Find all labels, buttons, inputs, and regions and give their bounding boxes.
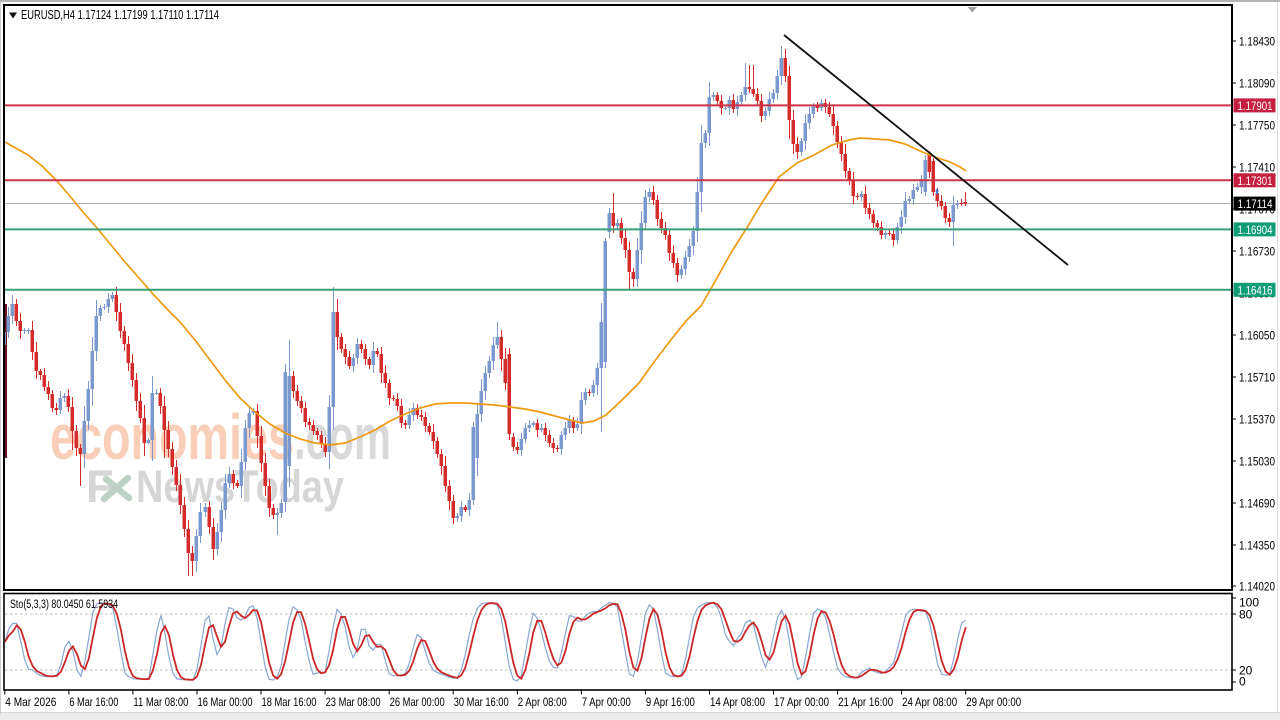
svg-text:1.17410: 1.17410 [1239,161,1275,175]
svg-text:1.14350: 1.14350 [1239,539,1275,553]
svg-text:1.14020: 1.14020 [1239,580,1275,594]
svg-text:6 Mar 16:00: 6 Mar 16:00 [69,695,118,709]
svg-text:17 Apr 00:00: 17 Apr 00:00 [774,695,829,709]
svg-text:0: 0 [1239,675,1246,689]
svg-text:1.16050: 1.16050 [1239,329,1275,343]
svg-text:1.17901: 1.17901 [1238,99,1273,113]
svg-text:EURUSD,H4 1.17124 1.17199 1.1: EURUSD,H4 1.17124 1.17199 1.17110 1.1711… [21,7,219,22]
svg-text:24 Apr 08:00: 24 Apr 08:00 [902,695,957,709]
svg-text:1.15030: 1.15030 [1239,455,1275,469]
svg-text:20: 20 [1239,664,1253,678]
svg-text:1.17750: 1.17750 [1239,119,1275,133]
svg-text:1.18090: 1.18090 [1239,77,1275,91]
svg-text:1.16416: 1.16416 [1238,283,1273,297]
svg-text:21 Apr 16:00: 21 Apr 16:00 [838,695,893,709]
svg-text:4 Mar 2026: 4 Mar 2026 [5,695,56,709]
svg-text:80: 80 [1239,608,1253,622]
svg-text:14 Apr 08:00: 14 Apr 08:00 [710,695,765,709]
svg-text:9 Apr 16:00: 9 Apr 16:00 [646,695,695,709]
svg-text:23 Mar 08:00: 23 Mar 08:00 [326,695,381,709]
svg-text:2 Apr 08:00: 2 Apr 08:00 [518,695,567,709]
svg-text:.com: .com [294,401,391,473]
svg-text:1.16730: 1.16730 [1239,245,1275,259]
svg-text:11 Mar 08:00: 11 Mar 08:00 [133,695,188,709]
svg-text:1.14690: 1.14690 [1239,497,1275,511]
svg-text:1.17114: 1.17114 [1238,197,1273,211]
svg-text:30 Mar 16:00: 30 Mar 16:00 [454,695,509,709]
svg-text:18 Mar 16:00: 18 Mar 16:00 [262,695,317,709]
svg-text:1.18430: 1.18430 [1239,35,1275,49]
svg-text:1.17301: 1.17301 [1238,174,1273,188]
svg-text:7 Apr 00:00: 7 Apr 00:00 [582,695,631,709]
svg-text:1.15370: 1.15370 [1239,413,1275,427]
svg-text:26 Mar 00:00: 26 Mar 00:00 [390,695,445,709]
svg-text:100: 100 [1239,596,1259,610]
svg-text:1.15710: 1.15710 [1239,371,1275,385]
svg-text:Sto(5,3,3) 80.0450 61.5934: Sto(5,3,3) 80.0450 61.5934 [10,599,118,611]
svg-text:29 Apr 00:00: 29 Apr 00:00 [966,695,1021,709]
svg-text:F: F [86,461,114,512]
svg-text:16 Mar 00:00: 16 Mar 00:00 [198,695,253,709]
svg-text:1.16904: 1.16904 [1238,223,1273,237]
